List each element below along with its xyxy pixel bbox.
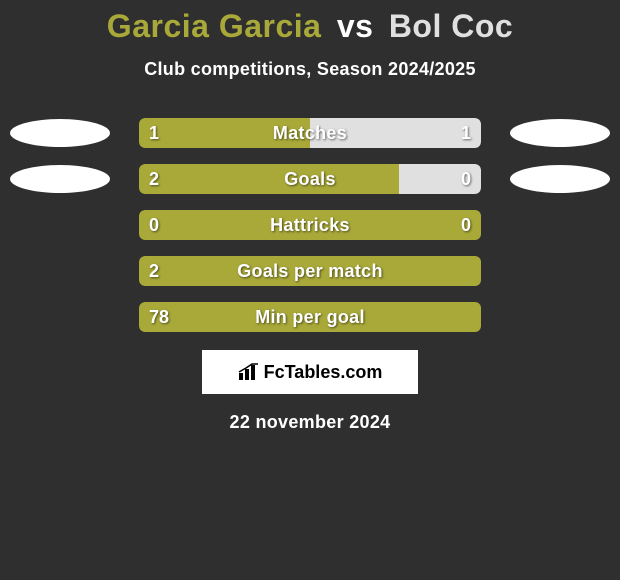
avatar-left [10,165,110,193]
stat-label: Matches [139,118,481,148]
stat-label: Hattricks [139,210,481,240]
title: Garcia Garcia vs Bol Coc [0,8,620,45]
avatar-left [10,119,110,147]
vs-text: vs [337,8,374,44]
stat-label: Goals per match [139,256,481,286]
logo-box: FcTables.com [202,350,418,394]
stat-label: Min per goal [139,302,481,332]
stat-row: 78Min per goal [0,302,620,332]
bar-track: 78Min per goal [139,302,481,332]
avatar-right [510,165,610,193]
stat-row: 20Goals [0,164,620,194]
subtitle: Club competitions, Season 2024/2025 [0,59,620,80]
stat-row: 00Hattricks [0,210,620,240]
avatar-right [510,119,610,147]
bar-track: 2Goals per match [139,256,481,286]
bar-track: 11Matches [139,118,481,148]
bar-track: 20Goals [139,164,481,194]
stat-label: Goals [139,164,481,194]
date: 22 november 2024 [0,412,620,433]
bar-track: 00Hattricks [139,210,481,240]
chart-icon [238,363,260,381]
comparison-infographic: Garcia Garcia vs Bol Coc Club competitio… [0,0,620,433]
logo-text: FcTables.com [264,362,383,383]
stat-row: 2Goals per match [0,256,620,286]
logo: FcTables.com [238,362,383,383]
player-b-name: Bol Coc [389,8,513,44]
player-a-name: Garcia Garcia [107,8,322,44]
stat-row: 11Matches [0,118,620,148]
stat-rows: 11Matches 20Goals 00Hattricks 2Goals per ma… [0,118,620,332]
